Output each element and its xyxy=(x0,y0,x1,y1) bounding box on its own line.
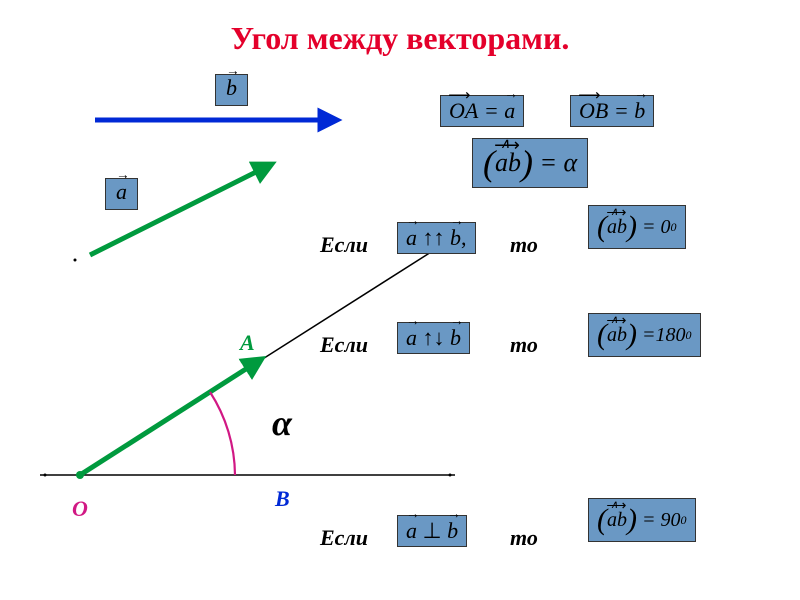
angle-arc xyxy=(210,392,235,475)
cond2-esli: Если xyxy=(320,332,368,358)
cond3-expr: a ⊥ b xyxy=(397,515,467,547)
eq-ab-alpha: (∧ab) = α xyxy=(472,138,588,188)
cond3-res: (∧ab) = 900 xyxy=(588,498,696,542)
page-title: Угол между векторами. xyxy=(0,20,800,57)
cond2-res: (∧ab) =1800 xyxy=(588,313,701,357)
vec-a-glyph: a xyxy=(116,181,127,203)
cond1-esli: Если xyxy=(320,232,368,258)
alpha-label: α xyxy=(272,402,292,444)
cond2-to: то xyxy=(510,332,538,358)
point-A-label: A xyxy=(240,330,255,356)
cond2-expr: a ↑↓ b xyxy=(397,322,470,354)
point-O-label: O xyxy=(72,496,88,522)
cond1-res: (∧ab) = 00 xyxy=(588,205,686,249)
label-a-box: a xyxy=(105,178,138,210)
cond1-to: то xyxy=(510,232,538,258)
line-OA-ext xyxy=(80,240,450,475)
eq-OA-eq-a: OA = a xyxy=(440,95,524,127)
cond1-expr: a ↑↑ b, xyxy=(397,222,476,254)
label-b-box: b xyxy=(215,74,248,106)
vector-OA xyxy=(80,360,260,475)
eq-OB-eq-b: OB = b xyxy=(570,95,654,127)
cond3-to: то xyxy=(510,525,538,551)
vec-b-glyph: b xyxy=(226,77,237,99)
point-B-label: B xyxy=(275,486,290,512)
cond3-esli: Если xyxy=(320,525,368,551)
